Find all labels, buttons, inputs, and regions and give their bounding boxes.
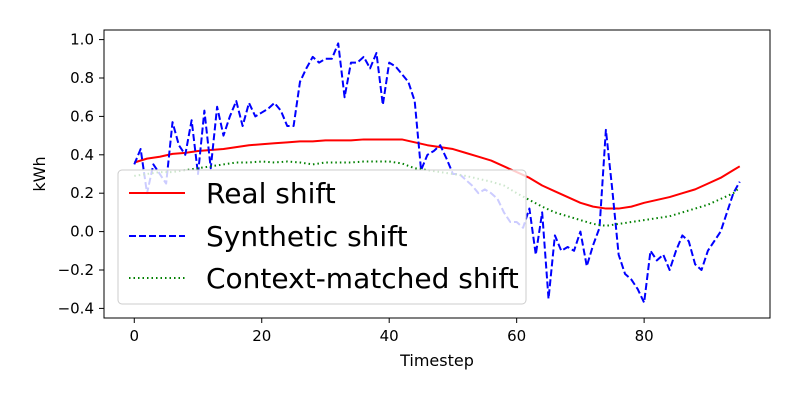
y-tick-label: 0.8	[70, 69, 94, 87]
series-line-context-matched-shift	[134, 160, 741, 227]
y-tick-label: 0.6	[70, 107, 94, 125]
y-tick-label: 0.4	[70, 146, 94, 164]
legend-label-context-matched-shift: Context-matched shift	[206, 262, 519, 295]
y-tick-label: 0.2	[70, 184, 94, 202]
x-tick-label: 60	[507, 327, 526, 345]
legend-box	[117, 169, 527, 305]
x-tick-label: 80	[635, 327, 654, 345]
x-axis: 0 20 40 60 80	[129, 318, 654, 345]
legend-label-real-shift: Real shift	[206, 177, 336, 210]
series-line-synthetic-shift	[133, 42, 741, 304]
x-axis-title: Timestep	[399, 351, 474, 370]
legend-label-synthetic-shift: Synthetic shift	[206, 220, 408, 253]
y-tick-label: −0.2	[58, 261, 94, 279]
series-layer	[133, 42, 741, 304]
y-tick-label: −0.4	[58, 299, 94, 317]
legend: Real shift Synthetic shift Context-match…	[117, 169, 527, 305]
plot-frame	[103, 29, 771, 319]
y-tick-label: 1.0	[70, 31, 94, 49]
x-tick-label: 20	[252, 327, 271, 345]
y-tick-label: 0.0	[70, 223, 94, 241]
x-tick-label: 0	[129, 327, 139, 345]
y-axis-title: kWh	[30, 156, 49, 191]
y-axis: −0.4 −0.2 0.0 0.2 0.4 0.6 0.8 1.0	[58, 31, 104, 317]
x-tick-label: 40	[380, 327, 399, 345]
